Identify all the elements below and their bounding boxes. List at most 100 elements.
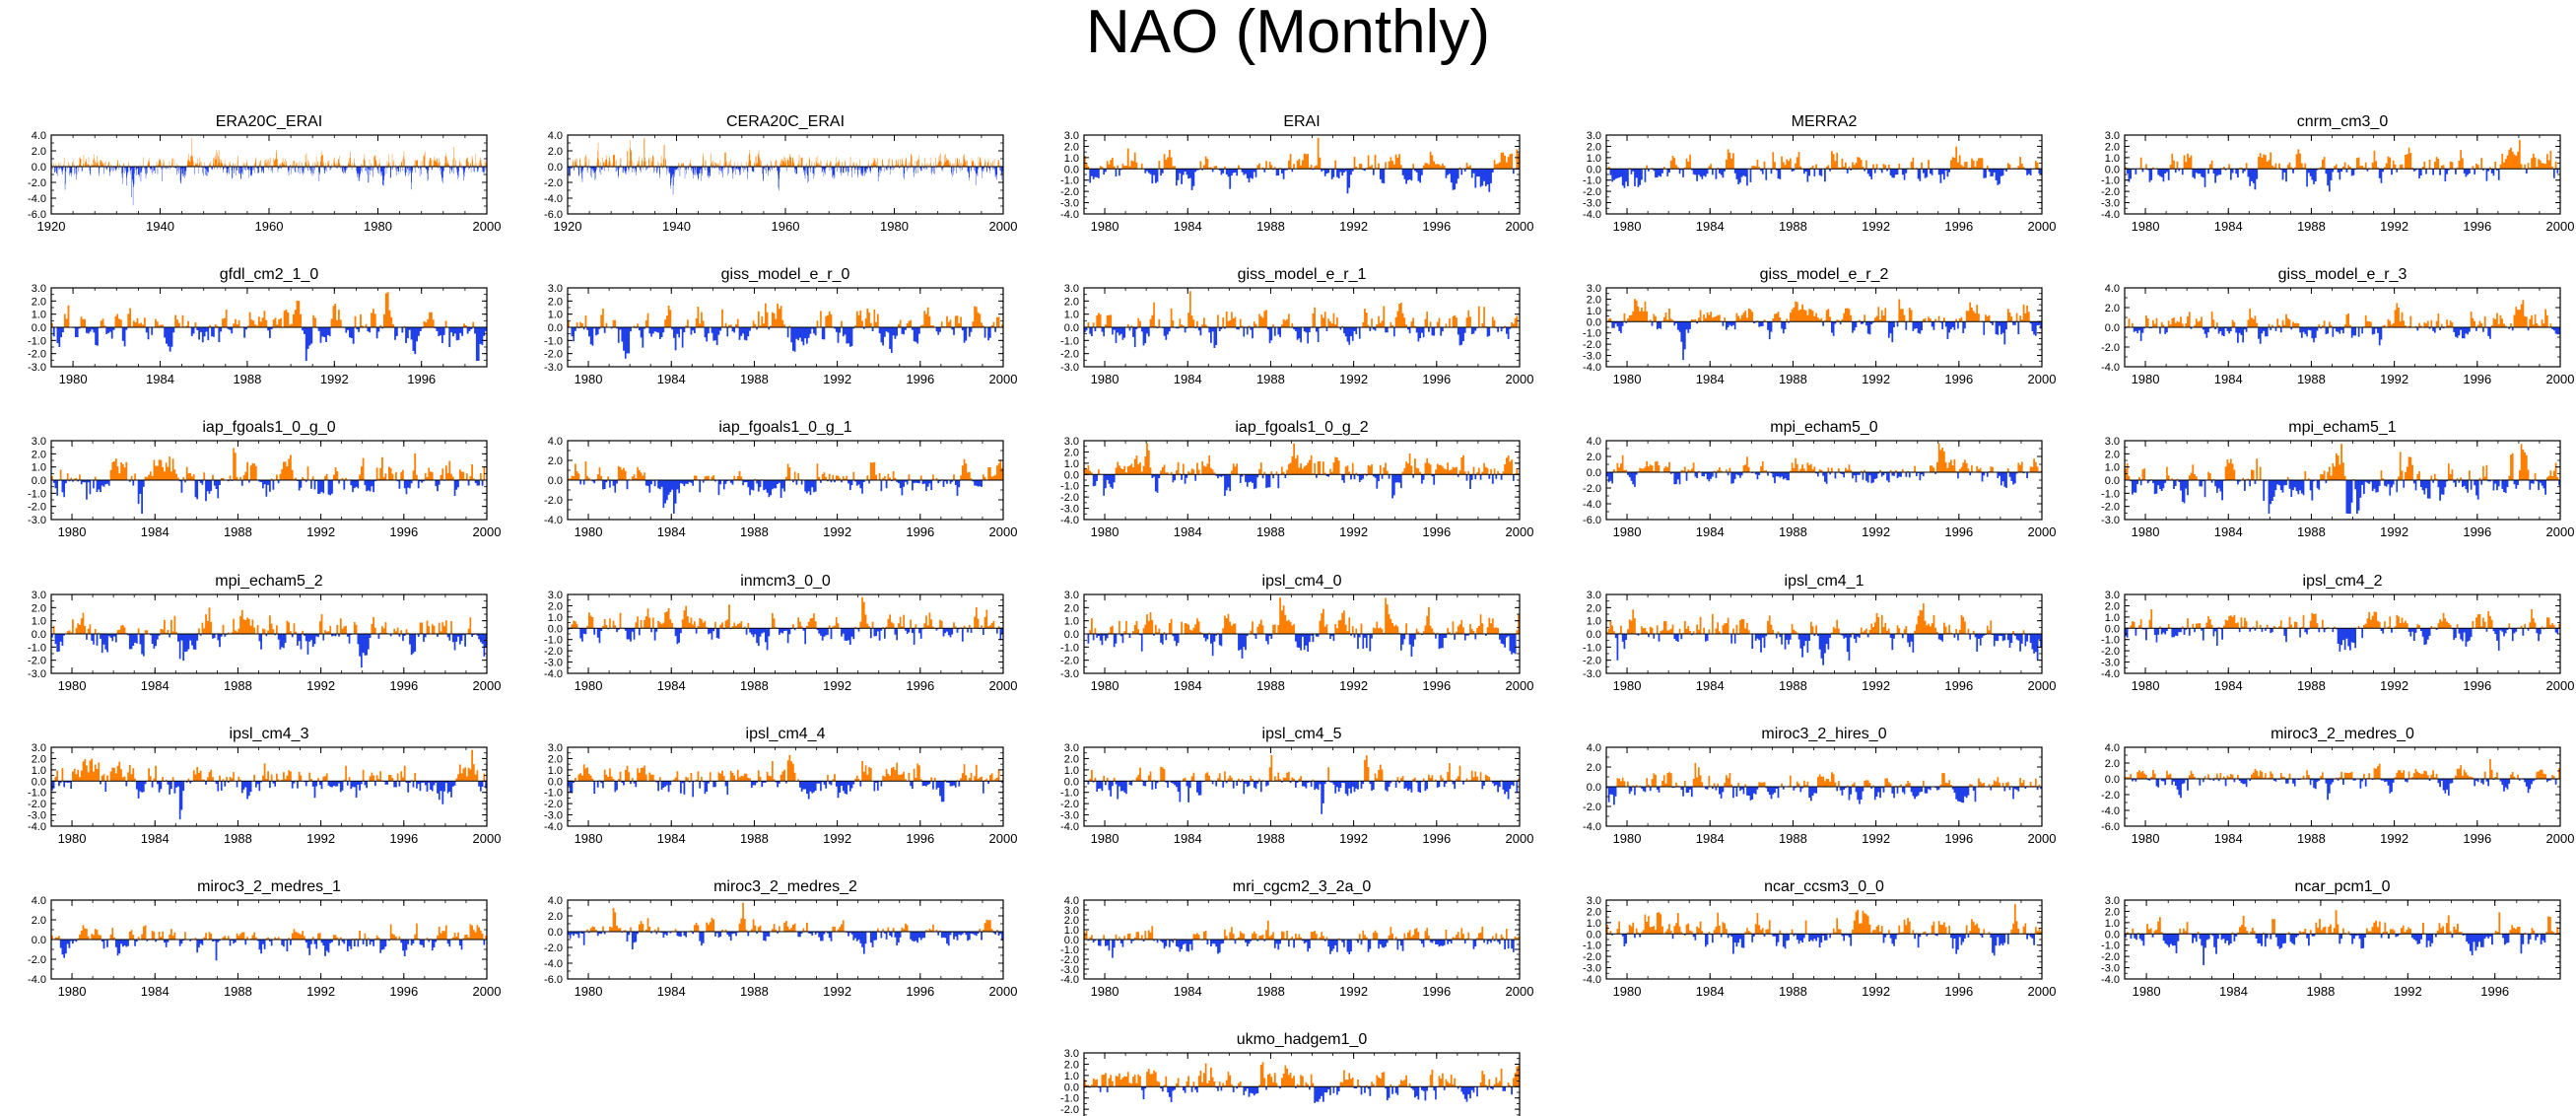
x-tick-label: 1996 xyxy=(1422,372,1451,386)
panel-title: miroc3_2_medres_1 xyxy=(197,878,341,895)
y-tick-label: 3.0 xyxy=(1064,130,1079,142)
x-tick-label: 1984 xyxy=(1174,219,1202,234)
x-tick-label: 1984 xyxy=(2214,524,2243,539)
y-tick-label: -4.0 xyxy=(2101,209,2120,221)
positive-bars xyxy=(2128,608,2560,629)
panel-mpi-echam5-2: mpi_echam5_2 3.02.0 1.00.0-1.0 -2.0-3.0 1980… xyxy=(28,573,501,693)
plot-frame xyxy=(2124,746,2561,827)
y-tick-label: 4.0 xyxy=(32,895,46,907)
y-tick-label: 2.0 xyxy=(1587,602,1601,614)
y-tick-label: 2.0 xyxy=(1064,753,1079,765)
y-tick-label: -4.0 xyxy=(2101,668,2120,680)
x-tick-label: 1984 xyxy=(657,372,686,386)
x-tick-label: 1996 xyxy=(2480,984,2509,999)
negative-bars xyxy=(1606,472,2041,488)
y-tick-label: -2.0 xyxy=(544,495,563,507)
x-tick-label: 2000 xyxy=(2546,678,2575,693)
x-tick-label: 1984 xyxy=(2214,372,2243,386)
panel-erai: ERAI 3.02.01.00.0-1.0-2.0-3.0-4.0 1980 1984… xyxy=(1060,113,1533,234)
panel-ukmo-hadgem1-0: ukmo_hadgem1_03.02.01.00.0-1.0-2.0-3.0-4… xyxy=(1060,1031,1521,1116)
x-tick-label: 1980 xyxy=(59,372,88,386)
x-tick-label: 1980 xyxy=(58,524,87,539)
y-tick-label: -2.0 xyxy=(544,942,563,954)
y-tick-label: 3.0 xyxy=(548,283,563,295)
x-tick-label: 1988 xyxy=(740,984,769,999)
x-tick-label: 1988 xyxy=(224,524,252,539)
y-tick-label: 0.0 xyxy=(32,322,46,334)
y-tick-label: 0.0 xyxy=(2105,475,2120,487)
x-tick-label: 1988 xyxy=(2297,219,2326,234)
x-tick-label: 1992 xyxy=(2380,219,2408,234)
y-tick-label: -2.0 xyxy=(1060,492,1079,504)
y-tick-label: 1.0 xyxy=(1064,458,1079,470)
x-tick-label: 2000 xyxy=(2546,372,2575,386)
x-tick-label: 1984 xyxy=(1696,678,1725,693)
x-tick-label: 1992 xyxy=(1862,678,1890,693)
x-tick-label: 1980 xyxy=(1613,219,1642,234)
x-tick-label: 2000 xyxy=(989,678,1018,693)
y-tick-label: 3.0 xyxy=(2105,590,2120,601)
y-tick-label: 3.0 xyxy=(1064,742,1079,754)
panel-title: ncar_pcm1_0 xyxy=(2295,878,2391,895)
x-tick-label: 1984 xyxy=(1174,984,1202,999)
y-tick-label: 1.0 xyxy=(1064,153,1079,165)
y-tick-label: 3.0 xyxy=(1064,905,1079,917)
panel-gfdl-cm2-1-0: gfdl_cm2_1_0 3.02.0 1.00.0-1.0 -2.0-3.0 1980… xyxy=(28,266,488,386)
y-tick-label: 2.0 xyxy=(1064,447,1079,458)
y-tick-label: 3.0 xyxy=(2105,436,2120,448)
x-tick-label: 1980 xyxy=(2133,984,2161,999)
y-tick-label: -2.0 xyxy=(1060,349,1079,361)
x-tick-label: 1984 xyxy=(141,678,169,693)
x-tick-label: 1996 xyxy=(1944,831,1973,846)
panel-ncar-pcm1-0: ncar_pcm1_0 3.02.01.00.0-1.0-2.0-3.0-4.0 1… xyxy=(2101,878,2561,999)
y-tick-label: -2.0 xyxy=(2101,790,2120,802)
x-tick-label: 1980 xyxy=(2132,524,2160,539)
x-tick-label: 1980 xyxy=(1613,831,1642,846)
negative-bars xyxy=(1087,940,1515,958)
positive-bars xyxy=(1616,762,2041,787)
y-tick-label: 0.0 xyxy=(1587,467,1601,479)
y-tick-label: -2.0 xyxy=(28,799,46,810)
positive-bars xyxy=(2126,300,2552,327)
negative-bars xyxy=(568,781,1003,802)
x-tick-label: 2000 xyxy=(989,372,1018,386)
bar-series xyxy=(568,902,1003,954)
x-tick-label: 1996 xyxy=(389,678,418,693)
y-tick-label: 3.0 xyxy=(32,742,46,754)
x-tick-label: 2000 xyxy=(2546,831,2575,846)
positive-bars xyxy=(568,458,1003,480)
y-tick-label: -4.0 xyxy=(1060,821,1079,833)
y-tick-label: -1.0 xyxy=(28,488,46,500)
panel-title: miroc3_2_medres_0 xyxy=(2271,726,2414,742)
y-tick-label: -2.0 xyxy=(544,646,563,658)
panel-title: ncar_ccsm3_0_0 xyxy=(1764,878,1884,895)
y-tick-label: 2.0 xyxy=(1064,602,1079,614)
y-tick-label: 1.0 xyxy=(1064,1071,1079,1082)
x-tick-label: 1980 xyxy=(1091,524,1119,539)
x-tick-label: 1996 xyxy=(389,831,418,846)
bar-series xyxy=(568,596,1003,651)
y-tick-label: -4.0 xyxy=(544,668,563,680)
panel-miroc3-2-medres-1: miroc3_2_medres_1 4.0 2.0 0.0 -2.0 -4.0 1980 19… xyxy=(28,878,501,999)
y-tick-label: -2.0 xyxy=(1060,1104,1079,1116)
y-tick-label: 0.0 xyxy=(2105,929,2120,941)
y-tick-label: 1.0 xyxy=(1587,153,1601,165)
x-tick-label: 1980 xyxy=(1091,372,1119,386)
x-tick-label: 1984 xyxy=(2219,984,2248,999)
panel-title: giss_model_e_r_0 xyxy=(721,266,850,283)
panel-giss-model-e-r-0: giss_model_e_r_0 3.02.0 1.00.0-1.0 -2.0-3.0… xyxy=(544,266,1017,386)
x-tick-label: 1992 xyxy=(1862,524,1890,539)
bar-series xyxy=(1084,597,1520,659)
x-tick-label: 1996 xyxy=(389,984,418,999)
x-tick-label: 1996 xyxy=(1944,219,1973,234)
y-tick-label: -4.0 xyxy=(1060,515,1079,526)
x-tick-label: 1992 xyxy=(1339,984,1368,999)
x-tick-label: 2000 xyxy=(989,524,1018,539)
x-tick-label: 1980 xyxy=(575,984,603,999)
x-tick-label: 1988 xyxy=(740,372,769,386)
x-tick-label: 1996 xyxy=(1944,372,1973,386)
x-tick-label: 1988 xyxy=(224,831,252,846)
x-tick-label: 1992 xyxy=(306,831,335,846)
y-tick-label: -3.0 xyxy=(544,810,563,822)
